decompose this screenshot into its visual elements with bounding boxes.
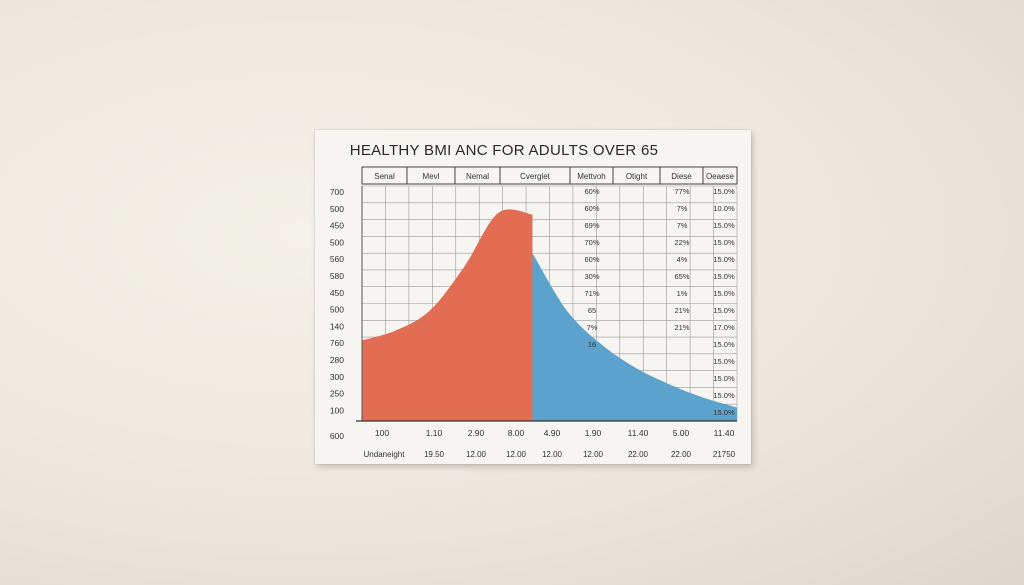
mettvoh-value: 30% [584, 272, 599, 281]
x-tick-label: 2.90 [468, 428, 485, 438]
y-tick-label: 500 [330, 305, 344, 315]
mettvoh-value: 71% [584, 289, 599, 298]
area-series-2 [532, 253, 737, 421]
diese-value: 77% [674, 187, 689, 196]
diese-value: 7% [677, 204, 688, 213]
oeaese-value: 15.0% [713, 408, 735, 417]
diese-value: 65% [674, 272, 689, 281]
bottom-row-label: 12.00 [583, 450, 604, 459]
diese-value: 1% [677, 289, 688, 298]
bottom-row-label: 22.00 [628, 450, 649, 459]
x-tick-label: 1.90 [585, 428, 602, 438]
y-tick-label: 250 [330, 389, 344, 399]
oeaese-value: 10.0% [713, 204, 735, 213]
y-tick-label: 280 [330, 355, 344, 365]
x-tick-label: 4.90 [544, 428, 561, 438]
y-tick-label: 560 [330, 254, 344, 264]
mettvoh-value: 7% [587, 323, 598, 332]
header-cell: Mevl [423, 172, 440, 181]
x-tick-label: 11.40 [628, 428, 649, 438]
y-tick-label: 580 [330, 271, 344, 281]
diese-value: 21% [674, 306, 689, 315]
y-tick-label: 100 [330, 405, 344, 415]
oeaese-value: 15.0% [713, 238, 735, 247]
oeaese-value: 15.0% [713, 289, 735, 298]
area-series-1 [362, 209, 533, 421]
header-cell: Nemal [466, 172, 489, 181]
mettvoh-value: 70% [584, 238, 599, 247]
bottom-row-label: 19.50 [424, 450, 445, 459]
bottom-row-label: 12.00 [466, 450, 487, 459]
oeaese-value: 15.0% [713, 221, 735, 230]
diese-value: 7% [677, 221, 688, 230]
x-tick-label: 5.00 [673, 428, 690, 438]
y-tick-label: 500 [330, 204, 344, 214]
oeaese-value: 15.0% [713, 272, 735, 281]
bottom-row-label: 12.00 [542, 450, 563, 459]
bottom-row-label: 21750 [713, 450, 736, 459]
oeaese-value: 17.0% [713, 323, 735, 332]
oeaese-value: 15.0% [713, 306, 735, 315]
header-cell: Diese [671, 172, 692, 181]
mettvoh-value: 60% [584, 255, 599, 264]
oeaese-value: 15.0% [713, 391, 735, 400]
bottom-row-label: 22.00 [671, 450, 692, 459]
oeaese-value: 15.0% [713, 357, 735, 366]
y-tick-label: 450 [330, 221, 344, 231]
y-tick-label: 760 [330, 338, 344, 348]
header-row-border [361, 166, 738, 185]
x-tick-label: 1.10 [426, 428, 443, 438]
mettvoh-value: 65 [588, 306, 596, 315]
y-tick-label: 300 [330, 372, 344, 382]
chart-title: HEALTHY BMI ANC FOR ADULTS OVER 65 [349, 142, 659, 159]
bottom-row-label: Undaneight [364, 450, 406, 459]
oeaese-value: 15.0% [713, 255, 735, 264]
x-tick-label: 11.40 [714, 428, 735, 438]
x-tick-label: 8.00 [508, 428, 525, 438]
header-cell: Otight [626, 172, 648, 181]
y-tick-label: 140 [330, 321, 344, 331]
diese-value: 22% [674, 238, 689, 247]
header-cell: Mettvoh [577, 172, 605, 181]
header-cell: Cverglet [520, 172, 551, 181]
oeaese-value: 15.0% [713, 340, 735, 349]
mettvoh-value: 60% [584, 187, 599, 196]
y-tick-label: 700 [330, 187, 344, 197]
header-cell: Senal [374, 172, 395, 181]
y-tick-label: 500 [330, 237, 344, 247]
mettvoh-value: 60% [584, 204, 599, 213]
y-tick-label: 450 [330, 288, 344, 298]
oeaese-value: 15.0% [713, 374, 735, 383]
diese-value: 4% [677, 255, 688, 264]
oeaese-value: 15.0% [713, 187, 735, 196]
x-tick-label: 100 [375, 428, 389, 438]
y-tick-label: 600 [330, 431, 344, 441]
header-cell: Oeaese [706, 172, 735, 181]
diese-value: 21% [674, 323, 689, 332]
mettvoh-value: 69% [584, 221, 599, 230]
mettvoh-value: 16 [588, 340, 596, 349]
bottom-row-label: 12.00 [506, 450, 527, 459]
